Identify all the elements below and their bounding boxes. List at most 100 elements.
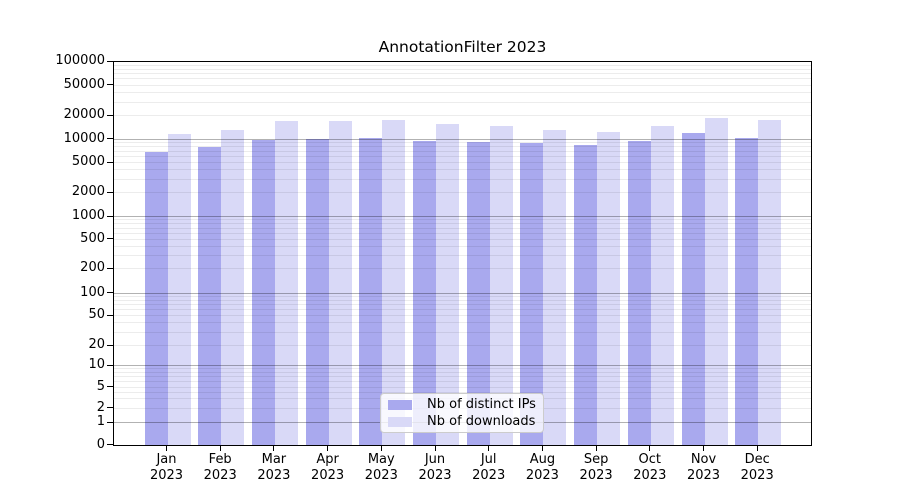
minor-gridline [114, 254, 811, 256]
y-tick-label: 50 [88, 307, 105, 322]
downloads-bar-feb [221, 130, 245, 445]
y-tick-label: 5 [96, 378, 105, 394]
x-tick-label-jun: Jun 2023 [403, 452, 467, 483]
x-tick-mark [649, 446, 651, 451]
x-tick-month: Aug [529, 452, 556, 467]
y-tick-mark [107, 267, 113, 269]
y-tick-label: 500 [80, 230, 105, 246]
downloads-bar-jul [489, 125, 513, 445]
x-tick-label-oct: Oct 2023 [618, 452, 682, 483]
x-tick-month: Jan [156, 452, 177, 467]
downloads-bar-apr [328, 121, 352, 445]
y-tick-mark [107, 215, 113, 217]
y-tick-mark [107, 238, 113, 239]
x-tick-month: Sep [583, 452, 609, 467]
downloads-bar-may [382, 120, 406, 445]
x-tick-year: 2023 [740, 467, 774, 483]
minor-gridline [114, 322, 811, 324]
x-tick-month: Oct [638, 452, 662, 467]
minor-gridline [114, 232, 811, 234]
downloads-bar-aug [543, 129, 567, 445]
distinct-ips-bar-aug [520, 143, 544, 445]
downloads-bar-jun [436, 124, 459, 445]
distinct-ips-bar-jul [466, 142, 490, 445]
downloads-bar-nov [704, 118, 728, 445]
major-gridline [114, 365, 811, 366]
x-tick-month: Jul [480, 452, 497, 467]
minor-gridline [114, 219, 811, 221]
x-tick-year: 2023 [364, 467, 398, 483]
legend-swatch [388, 399, 412, 410]
x-tick-label-may: May 2023 [349, 452, 413, 483]
y-tick-label: 20 [88, 337, 105, 352]
minor-gridline [114, 101, 811, 103]
y-tick-label: 1 [96, 414, 105, 429]
distinct-ips-bar-apr [305, 139, 329, 445]
downloads-bar-mar [274, 121, 298, 445]
y-tick-mark [107, 386, 113, 387]
minor-gridline [114, 368, 811, 370]
x-tick-mark [273, 446, 275, 451]
minor-gridline [114, 84, 811, 86]
y-tick-label: 10000 [63, 130, 105, 146]
legend: Nb of distinct IPs Nb of downloads [380, 393, 544, 433]
y-tick-mark [107, 60, 113, 62]
legend-label: Nb of distinct IPs [427, 397, 536, 412]
minor-gridline [114, 391, 811, 393]
y-tick-label: 20000 [63, 107, 105, 122]
downloads-bar-dec [758, 120, 782, 445]
chart-title: AnnotationFilter 2023 [378, 38, 547, 56]
distinct-ips-bar-sep [574, 144, 598, 445]
distinct-ips-bar-may [359, 138, 383, 445]
x-tick-mark [595, 446, 597, 451]
distinct-ips-bar-feb [198, 147, 222, 445]
minor-gridline [114, 345, 811, 346]
y-tick-mark [107, 114, 113, 116]
y-tick-mark [107, 314, 113, 316]
major-gridline [114, 292, 811, 294]
x-tick-year: 2023 [686, 467, 721, 483]
x-tick-year: 2023 [203, 467, 237, 483]
distinct-ips-bar-mar [251, 140, 275, 445]
y-tick-label: 50000 [63, 76, 105, 92]
distinct-ips-bar-jan [144, 152, 168, 445]
minor-gridline [114, 64, 811, 66]
x-tick-label-dec: Dec 2023 [725, 452, 789, 483]
y-tick-mark [107, 84, 113, 85]
y-tick-label: 1000 [71, 208, 105, 223]
y-tick-label: 10 [88, 357, 105, 372]
downloads-bar-oct [650, 126, 674, 445]
x-tick-month: Jun [424, 452, 446, 467]
minor-gridline [114, 304, 811, 306]
minor-gridline [114, 245, 811, 247]
minor-gridline [114, 192, 811, 193]
minor-gridline [114, 146, 811, 148]
x-tick-month: Dec [744, 452, 770, 467]
y-tick-label: 2 [96, 399, 105, 415]
minor-gridline [114, 169, 811, 171]
minor-gridline [114, 150, 811, 152]
x-tick-year: 2023 [525, 467, 559, 483]
downloads-bar-jan [167, 133, 191, 445]
minor-gridline [114, 91, 811, 93]
x-tick-year: 2023 [257, 467, 291, 483]
minor-gridline [114, 73, 811, 75]
y-tick-mark [107, 444, 113, 445]
x-tick-mark [166, 446, 167, 451]
minor-gridline [114, 155, 811, 157]
minor-gridline [114, 78, 811, 80]
x-tick-mark [434, 446, 436, 451]
minor-gridline [114, 238, 811, 240]
legend-item: Nb of distinct IPs [387, 396, 537, 413]
minor-gridline [114, 331, 811, 333]
y-tick-mark [107, 161, 113, 163]
y-tick-label: 0 [96, 436, 105, 452]
x-tick-year: 2023 [311, 467, 345, 483]
x-tick-label-apr: Apr 2023 [296, 452, 360, 483]
x-tick-year: 2023 [633, 467, 667, 483]
minor-gridline [114, 142, 811, 144]
y-tick-label: 200 [80, 260, 105, 275]
y-tick-label: 2000 [71, 184, 105, 199]
minor-gridline [114, 223, 811, 225]
y-tick-mark [107, 191, 113, 193]
